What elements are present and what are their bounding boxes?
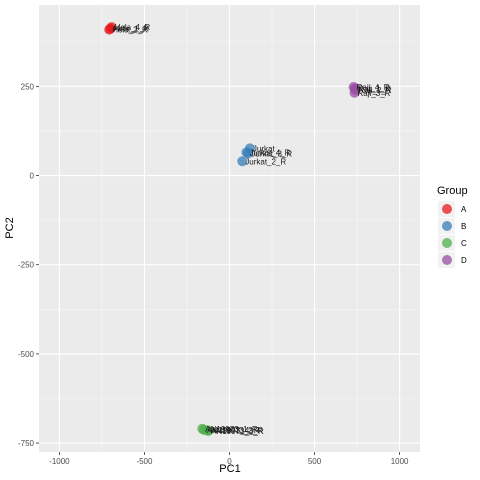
y-tick-label: -500 bbox=[18, 350, 35, 359]
legend-title: Group bbox=[437, 185, 468, 197]
y-axis-ticks: -750 -500 -250 0 250 bbox=[18, 82, 39, 448]
point-label: AN19973_2_R bbox=[210, 426, 263, 435]
point-label: Raji_3_R bbox=[358, 89, 391, 98]
legend-label: C bbox=[461, 239, 467, 248]
data-point bbox=[237, 156, 248, 167]
x-axis-title: PC1 bbox=[219, 463, 240, 475]
point-label: Hela_2_R bbox=[112, 26, 148, 35]
y-tick-label: 0 bbox=[30, 172, 35, 181]
legend-label: A bbox=[461, 205, 467, 214]
x-tick-label: 500 bbox=[308, 457, 322, 466]
x-tick-label: 0 bbox=[227, 457, 232, 466]
point-label: AN19973_4_R bbox=[207, 426, 260, 435]
point-label: Raji_1_R bbox=[358, 84, 391, 93]
point-label: Jurkat_4_R bbox=[250, 148, 291, 157]
y-tick-label: -250 bbox=[18, 261, 35, 270]
point-label: Jurkat_2_R bbox=[245, 157, 286, 166]
data-point bbox=[243, 148, 254, 159]
point-label: Jurkat_3_R bbox=[251, 149, 292, 158]
legend-key bbox=[442, 255, 452, 265]
data-point bbox=[203, 425, 214, 436]
data-points bbox=[104, 22, 361, 436]
point-label: Hela_4_R bbox=[115, 23, 151, 32]
y-tick-label: -750 bbox=[18, 439, 35, 448]
x-tick-label: -500 bbox=[136, 457, 153, 466]
point-label: AN19973_1_R bbox=[205, 425, 258, 434]
point-label: Jurkat bbox=[253, 144, 276, 153]
legend-key bbox=[442, 238, 452, 248]
y-axis-title: PC2 bbox=[4, 217, 16, 238]
data-point bbox=[349, 87, 360, 98]
legend-key bbox=[442, 221, 452, 231]
x-axis-ticks: -1000 -500 0 500 1000 bbox=[49, 452, 409, 466]
point-label: Raji_2_R bbox=[359, 86, 392, 95]
point-label: Hela_1_R bbox=[113, 25, 149, 34]
point-label: Raji_4_R bbox=[357, 83, 390, 92]
x-tick-label: 1000 bbox=[391, 457, 409, 466]
data-point bbox=[104, 24, 115, 35]
point-label: AN19973_3_R bbox=[211, 427, 264, 436]
legend-key bbox=[442, 204, 452, 214]
legend-label: B bbox=[461, 222, 466, 231]
legend-label: D bbox=[461, 256, 467, 265]
x-tick-label: -1000 bbox=[49, 457, 70, 466]
y-tick-label: 250 bbox=[21, 82, 35, 91]
